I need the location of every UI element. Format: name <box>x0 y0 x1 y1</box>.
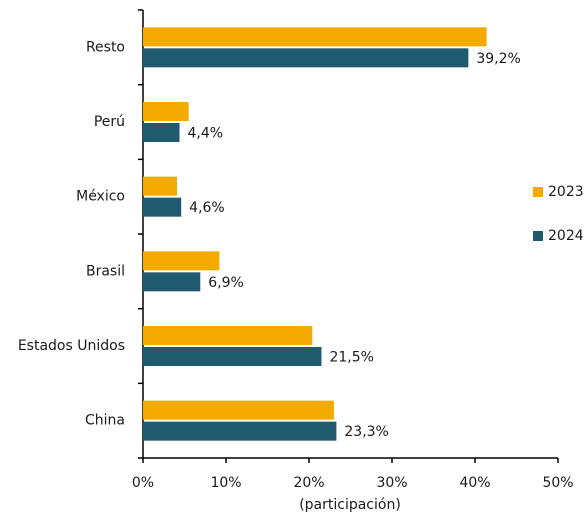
bar <box>143 102 189 121</box>
legend-swatch <box>533 187 543 197</box>
bar <box>143 421 337 441</box>
bar <box>143 400 334 420</box>
x-axis-title: (participación) <box>299 497 401 513</box>
legend-label: 2023 <box>548 184 584 200</box>
value-label: 39,2% <box>476 51 520 67</box>
x-tick-label: 10% <box>210 475 241 491</box>
bar <box>143 197 182 217</box>
x-tick-label: 20% <box>293 475 324 491</box>
legend-label: 2024 <box>548 228 584 244</box>
y-tick-label: Perú <box>94 114 125 130</box>
y-tick-label: Resto <box>86 39 125 55</box>
value-label: 21,5% <box>329 350 373 366</box>
bar <box>143 123 180 142</box>
x-tick-label: 40% <box>459 475 490 491</box>
y-tick-label: Brasil <box>86 263 125 279</box>
value-label: 4,4% <box>188 126 224 142</box>
y-tick-label: México <box>76 189 125 205</box>
y-tick-label: China <box>85 413 125 429</box>
value-label: 6,9% <box>208 275 244 291</box>
bar <box>143 251 220 271</box>
bar <box>143 176 178 196</box>
bar <box>143 48 469 68</box>
y-tick-label: Estados Unidos <box>18 338 125 354</box>
bar <box>143 326 313 345</box>
legend-swatch <box>533 231 543 241</box>
bar <box>143 347 322 366</box>
x-tick-label: 50% <box>542 475 573 491</box>
x-tick-label: 0% <box>132 475 154 491</box>
value-label: 4,6% <box>189 200 225 216</box>
x-tick-label: 30% <box>376 475 407 491</box>
bar <box>143 27 487 47</box>
bar <box>143 272 201 292</box>
value-label: 23,3% <box>344 424 388 440</box>
